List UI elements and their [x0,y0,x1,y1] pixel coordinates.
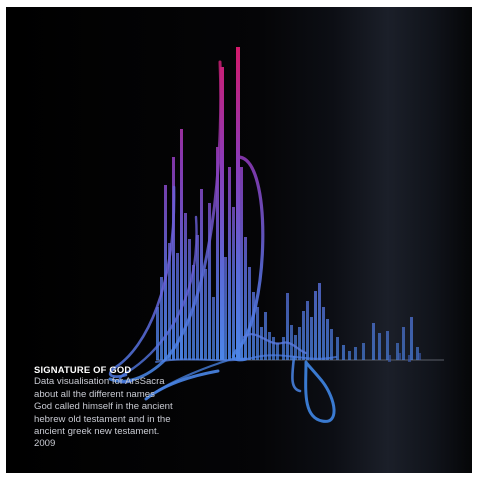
spike-bar [314,291,317,360]
tall-arc-curve [108,60,223,383]
spike-bar [378,333,381,360]
spike-bar [212,297,215,360]
spike-bar [232,207,235,360]
spike-bar [184,213,187,360]
caption-line-3: God called himself in the ancient [34,401,173,413]
spike-bar [228,167,231,360]
small-wave-curve [242,333,308,355]
spike-bar [216,147,219,360]
caption-line-2: about all the different names [34,388,155,400]
spike-bar [322,307,325,360]
spike-bar [310,317,313,360]
spike-bar [248,267,251,360]
spike-bar [336,337,339,360]
spike-bar [256,307,259,360]
spike-bar [236,47,240,360]
spike-bar [224,257,227,360]
spike-bar [354,347,357,360]
spike-bar [172,157,175,360]
spike-bar [176,253,179,360]
spike-bar [298,327,301,360]
spike-bar [330,329,333,360]
caption-line-6: 2009 [34,438,56,450]
curve-group [108,60,337,423]
spike-bar [220,67,224,360]
drop-loop-curve [304,360,336,423]
swoop-curve-a [108,185,176,378]
spike-bar [260,327,263,360]
spike-bar [208,203,211,360]
signature-visualization [108,47,444,423]
baseline-marker [388,355,391,362]
baseline-marker [418,353,421,360]
spike-bar [348,351,351,360]
spike-bar [180,129,183,360]
spike-group [156,47,421,362]
caption-block: SIGNATURE OF GOD Data visualisation for … [34,364,204,451]
caption-line-4: hebrew old testament and in the [34,413,171,425]
spike-bar [264,312,267,360]
spike-bar [168,243,171,360]
lower-arc-curve-2 [154,357,234,394]
spike-bar [276,343,279,360]
spike-bar [188,239,191,360]
base-wave-curve [155,354,337,363]
spike-bar [342,345,345,360]
artwork-title: SIGNATURE OF GOD [34,364,132,375]
spike-bar [386,331,389,360]
spike-bar [282,337,285,360]
spike-bar [268,332,271,360]
baseline-marker [398,353,401,360]
spike-bar [240,167,243,360]
spike-bar [244,237,247,360]
spike-bar [410,317,413,360]
caption-line-1: Data visualisation for ArsSacra [34,376,165,388]
spike-bar [160,277,163,360]
spike-bar [290,325,293,360]
spike-bar [318,283,321,360]
swoop-curve-b [118,215,198,384]
spike-bar [156,307,159,360]
spike-bar [286,293,289,360]
lower-arc-curve [144,369,220,401]
spike-bar [416,347,419,360]
baseline-marker [378,353,381,360]
spike-bar [204,269,207,360]
caption-line-5: ancient greek new testament. [34,426,160,438]
spike-bar [302,311,305,360]
spike-bar [362,343,365,360]
spike-bar [306,301,309,360]
baseline-marker [408,355,411,362]
spike-bar [372,323,375,360]
spike-bar [396,343,399,360]
spike-bar [402,327,405,360]
loop-curve [231,155,265,362]
artwork-frame: SIGNATURE OF GOD Data visualisation for … [6,7,472,473]
spike-bar [192,265,195,360]
spike-bar [326,319,329,360]
spike-bar [272,337,275,360]
spike-bar [252,292,255,360]
drop-loop-curve-2 [291,355,302,393]
